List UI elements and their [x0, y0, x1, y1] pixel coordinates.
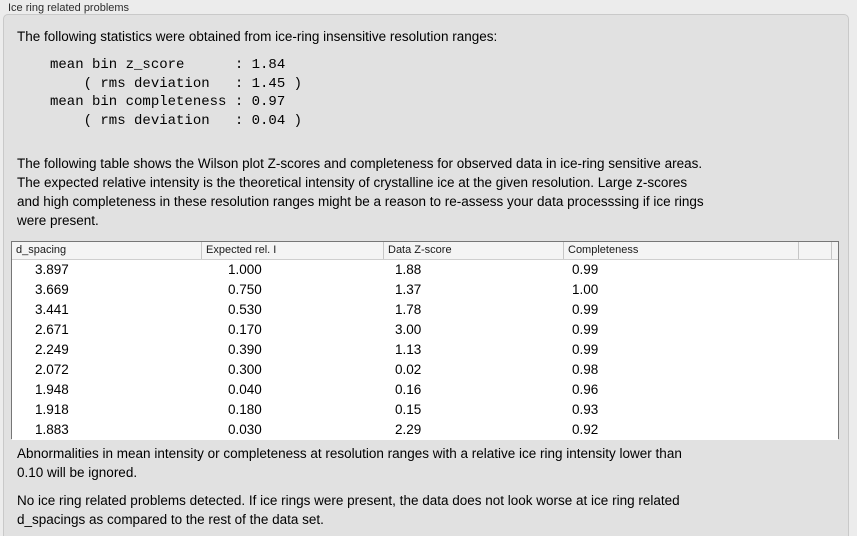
conclusion-text: No ice ring related problems detected. I…	[17, 493, 680, 527]
table-cell: 1.13	[395, 342, 422, 357]
table-header-row: d_spacing Expected rel. I Data Z-score C…	[12, 242, 838, 260]
ignore-rule-note: Abnormalities in mean intensity or compl…	[17, 446, 682, 480]
table-cell: 1.918	[35, 402, 69, 417]
table-cell: 3.441	[35, 302, 69, 317]
table-cell: 0.96	[572, 382, 599, 397]
table-row[interactable]: 3.897 1.000 1.88 0.99	[12, 260, 838, 280]
column-header-spacer	[799, 242, 832, 259]
table-cell: 0.15	[395, 402, 422, 417]
table-row[interactable]: 1.948 0.040 0.16 0.96	[12, 380, 838, 400]
table-cell: 1.78	[395, 302, 422, 317]
table-cell: 2.072	[35, 362, 69, 377]
table-cell: 2.671	[35, 322, 69, 337]
table-cell: 0.030	[228, 422, 262, 437]
table-cell: 0.390	[228, 342, 262, 357]
table-cell: 1.000	[228, 262, 262, 277]
ice-ring-table: d_spacing Expected rel. I Data Z-score C…	[11, 241, 839, 440]
table-cell: 0.99	[572, 262, 599, 277]
table-cell: 1.883	[35, 422, 69, 437]
table-row[interactable]: 3.441 0.530 1.78 0.99	[12, 300, 838, 320]
table-cell: 0.93	[572, 402, 599, 417]
table-row[interactable]: 1.883 0.030 2.29 0.92	[12, 420, 838, 440]
table-cell: 1.37	[395, 282, 422, 297]
table-cell: 0.530	[228, 302, 262, 317]
column-header-expected-rel-i[interactable]: Expected rel. I	[202, 242, 384, 259]
table-cell: 0.92	[572, 422, 599, 437]
table-row[interactable]: 2.249 0.390 1.13 0.99	[12, 340, 838, 360]
ice-ring-panel: The following statistics were obtained f…	[3, 14, 849, 536]
table-row[interactable]: 3.669 0.750 1.37 1.00	[12, 280, 838, 300]
table-cell: 1.88	[395, 262, 422, 277]
intro-text: The following statistics were obtained f…	[17, 29, 498, 44]
table-cell: 3.00	[395, 322, 422, 337]
table-row[interactable]: 2.671 0.170 3.00 0.99	[12, 320, 838, 340]
table-body: 3.897 1.000 1.88 0.99 3.669 0.750 1.37 1.00 3.44…	[12, 260, 838, 440]
table-cell: 0.170	[228, 322, 262, 337]
column-header-d-spacing[interactable]: d_spacing	[12, 242, 202, 259]
table-row[interactable]: 1.918 0.180 0.15 0.93	[12, 400, 838, 420]
column-header-data-z-score[interactable]: Data Z-score	[384, 242, 564, 259]
column-header-filler	[832, 242, 838, 259]
table-cell: 0.040	[228, 382, 262, 397]
table-cell: 0.16	[395, 382, 422, 397]
table-cell: 0.300	[228, 362, 262, 377]
column-header-completeness[interactable]: Completeness	[564, 242, 799, 259]
table-description: The following table shows the Wilson plo…	[17, 156, 704, 228]
table-cell: 0.02	[395, 362, 422, 377]
table-cell: 2.249	[35, 342, 69, 357]
table-cell: 3.669	[35, 282, 69, 297]
table-cell: 0.99	[572, 322, 599, 337]
table-cell: 0.180	[228, 402, 262, 417]
panel-title: Ice ring related problems	[8, 2, 130, 14]
table-cell: 1.00	[572, 282, 599, 297]
table-cell: 3.897	[35, 262, 69, 277]
table-cell: 2.29	[395, 422, 422, 437]
table-cell: 0.99	[572, 342, 599, 357]
stats-block: mean bin z_score : 1.84 ( rms deviation …	[50, 57, 303, 129]
table-cell: 0.99	[572, 302, 599, 317]
table-cell: 0.750	[228, 282, 262, 297]
table-cell: 1.948	[35, 382, 69, 397]
table-cell: 0.98	[572, 362, 599, 377]
table-row[interactable]: 2.072 0.300 0.02 0.98	[12, 360, 838, 380]
